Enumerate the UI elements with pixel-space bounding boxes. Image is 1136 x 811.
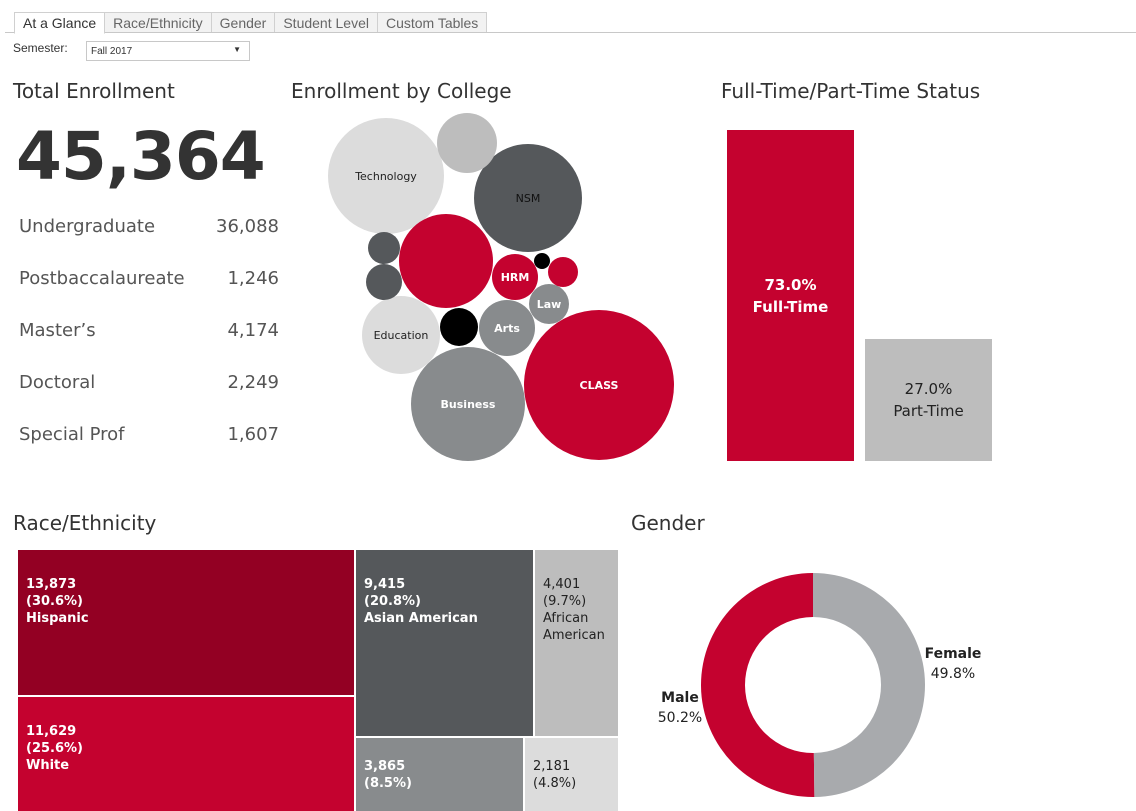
college-bubble-label: CLASS bbox=[580, 379, 619, 392]
college-bubble[interactable] bbox=[548, 257, 578, 287]
female-slice[interactable] bbox=[813, 573, 926, 797]
level-value: 36,088 bbox=[216, 216, 279, 237]
tab-bar: At a Glance Race/Ethnicity Gender Studen… bbox=[14, 12, 488, 34]
cell-value: 13,873 bbox=[26, 577, 77, 592]
college-bubble[interactable] bbox=[368, 232, 400, 264]
college-bubble[interactable] bbox=[479, 300, 535, 356]
gender-donut-chart: Male 50.2% Female 49.8% bbox=[658, 573, 982, 797]
college-bubble-label: HRM bbox=[501, 271, 530, 284]
level-label: Doctoral bbox=[19, 372, 96, 393]
enrollment-level-row: Doctoral 2,249 bbox=[19, 372, 279, 393]
cell-label: African American bbox=[543, 611, 605, 643]
enrollment-level-row: Master’s 4,174 bbox=[19, 320, 279, 341]
cell-value: 4,401 bbox=[543, 577, 581, 592]
cell-label: Asian American bbox=[364, 611, 478, 626]
cell-pct: (25.6%) bbox=[26, 741, 83, 756]
male-slice[interactable] bbox=[701, 573, 815, 797]
cell-value: 9,415 bbox=[364, 577, 406, 592]
treemap-cell[interactable]: 2,181 (4.8%) bbox=[525, 738, 618, 811]
level-label: Postbaccalaureate bbox=[19, 268, 185, 289]
college-bubble[interactable] bbox=[534, 253, 550, 269]
level-label: Undergraduate bbox=[19, 216, 156, 237]
dropdown-arrow-icon: ▼ bbox=[233, 45, 241, 54]
male-pct: 50.2% bbox=[658, 710, 702, 726]
male-label: Male bbox=[661, 690, 699, 706]
level-value: 1,607 bbox=[227, 424, 279, 445]
cell-label: White bbox=[26, 758, 70, 773]
cell-pct: (20.8%) bbox=[364, 594, 421, 609]
college-bubble[interactable] bbox=[524, 310, 674, 460]
college-bubble-label: Arts bbox=[494, 322, 520, 335]
college-title: Enrollment by College bbox=[291, 79, 512, 103]
college-bubble[interactable] bbox=[411, 347, 525, 461]
college-bubble-label: Business bbox=[441, 398, 496, 411]
treemap-cell[interactable]: 11,629 (25.6%) White bbox=[18, 697, 354, 811]
semester-value: Fall 2017 bbox=[91, 46, 133, 57]
tab-gender[interactable]: Gender bbox=[211, 12, 276, 33]
cell-value: 3,865 bbox=[364, 759, 406, 774]
college-bubble-label: NSM bbox=[516, 192, 541, 205]
cell-value: 11,629 bbox=[26, 724, 77, 739]
enrollment-level-row: Special Prof 1,607 bbox=[19, 424, 279, 445]
total-enrollment-value: 45,364 bbox=[16, 118, 266, 195]
enrollment-level-row: Undergraduate 36,088 bbox=[19, 216, 279, 237]
cell-label: Hispanic bbox=[26, 611, 89, 626]
college-bubble[interactable] bbox=[440, 308, 478, 346]
total-enrollment-title: Total Enrollment bbox=[13, 79, 175, 103]
status-title: Full-Time/Part-Time Status bbox=[721, 79, 981, 103]
college-bubble-chart: CLASS Business Technology NSM Education Arts H… bbox=[328, 113, 674, 461]
level-value: 4,174 bbox=[227, 320, 279, 341]
cell-pct: (9.7%) bbox=[543, 594, 587, 609]
full-time-bar[interactable]: 73.0% Full-Time bbox=[727, 130, 854, 461]
college-bubble-label: Technology bbox=[354, 170, 417, 183]
cell-pct: (30.6%) bbox=[26, 594, 83, 609]
female-label: Female bbox=[925, 646, 982, 662]
semester-label: Semester: bbox=[13, 41, 68, 55]
cell-pct: (8.5%) bbox=[364, 776, 412, 791]
part-time-pct: 27.0% bbox=[904, 380, 953, 398]
college-bubble[interactable] bbox=[492, 254, 538, 300]
treemap-cell[interactable]: 13,873 (30.6%) Hispanic bbox=[18, 550, 354, 695]
tab-divider bbox=[5, 32, 1136, 33]
college-bubble[interactable] bbox=[328, 118, 444, 234]
semester-dropdown[interactable]: Fall 2017 ▼ bbox=[86, 41, 250, 61]
level-label: Special Prof bbox=[19, 424, 125, 445]
female-pct: 49.8% bbox=[931, 666, 975, 682]
college-bubble[interactable] bbox=[362, 296, 440, 374]
full-time-label: Full-Time bbox=[752, 297, 829, 316]
college-bubble-label: Law bbox=[537, 298, 562, 311]
part-time-label: Part-Time bbox=[893, 402, 964, 420]
tab-race-ethnicity[interactable]: Race/Ethnicity bbox=[105, 12, 212, 33]
cell-value: 2,181 bbox=[533, 759, 571, 774]
tab-at-a-glance[interactable]: At a Glance bbox=[14, 12, 106, 34]
enrollment-level-row: Postbaccalaureate 1,246 bbox=[19, 268, 279, 289]
treemap-cell[interactable]: 9,415 (20.8%) Asian American bbox=[356, 550, 533, 736]
part-time-bar[interactable]: 27.0% Part-Time bbox=[865, 339, 992, 461]
college-bubble[interactable] bbox=[529, 284, 569, 324]
treemap-cell[interactable]: 4,401 (9.7%) African American bbox=[535, 550, 618, 736]
college-bubble[interactable] bbox=[366, 264, 402, 300]
college-bubble[interactable] bbox=[399, 214, 493, 308]
level-label: Master’s bbox=[19, 320, 96, 341]
full-time-pct: 73.0% bbox=[764, 275, 817, 294]
cell-pct: (4.8%) bbox=[533, 776, 577, 791]
college-bubble[interactable] bbox=[437, 113, 497, 173]
tab-student-level[interactable]: Student Level bbox=[275, 12, 378, 33]
race-title: Race/Ethnicity bbox=[13, 511, 157, 535]
college-bubble-label: Education bbox=[374, 329, 429, 342]
level-value: 1,246 bbox=[227, 268, 279, 289]
college-bubble[interactable] bbox=[474, 144, 582, 252]
treemap-cell[interactable]: 3,865 (8.5%) bbox=[356, 738, 523, 811]
gender-title: Gender bbox=[631, 511, 705, 535]
level-value: 2,249 bbox=[227, 372, 279, 393]
